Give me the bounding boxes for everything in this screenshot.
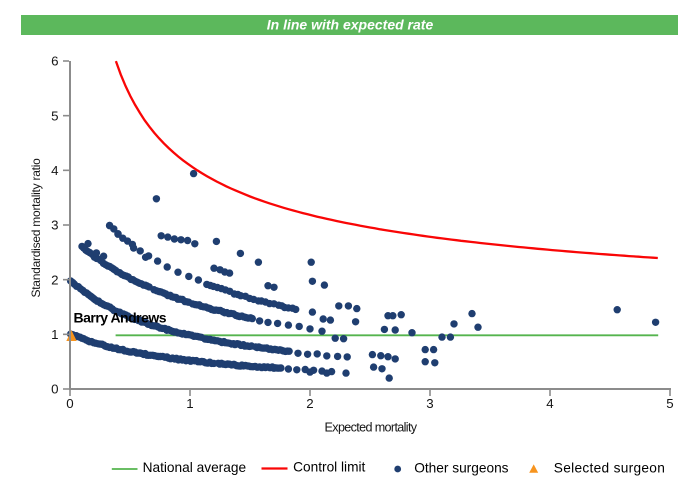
svg-text:5: 5	[666, 396, 673, 411]
svg-text:Standardised mortality ratio: Standardised mortality ratio	[29, 158, 43, 298]
svg-text:2: 2	[306, 396, 313, 411]
svg-text:Expected mortality: Expected mortality	[325, 421, 418, 435]
svg-text:Control limit: Control limit	[293, 460, 365, 475]
svg-text:1: 1	[51, 327, 58, 342]
svg-text:In line with expected rate: In line with expected rate	[267, 17, 434, 33]
svg-text:6: 6	[51, 54, 58, 69]
svg-text:4: 4	[51, 163, 58, 178]
svg-text:Barry Andrews: Barry Andrews	[74, 310, 167, 326]
svg-text:2: 2	[51, 272, 58, 287]
svg-text:4: 4	[546, 396, 553, 411]
svg-text:1: 1	[186, 396, 193, 411]
svg-text:Other surgeons: Other surgeons	[414, 460, 508, 475]
svg-text:National average: National average	[143, 460, 247, 475]
svg-text:3: 3	[426, 396, 433, 411]
svg-text:0: 0	[66, 396, 73, 411]
svg-text:Selected surgeon: Selected surgeon	[554, 460, 665, 475]
svg-text:3: 3	[51, 218, 58, 233]
svg-text:0: 0	[51, 382, 58, 397]
svg-text:5: 5	[51, 108, 58, 123]
